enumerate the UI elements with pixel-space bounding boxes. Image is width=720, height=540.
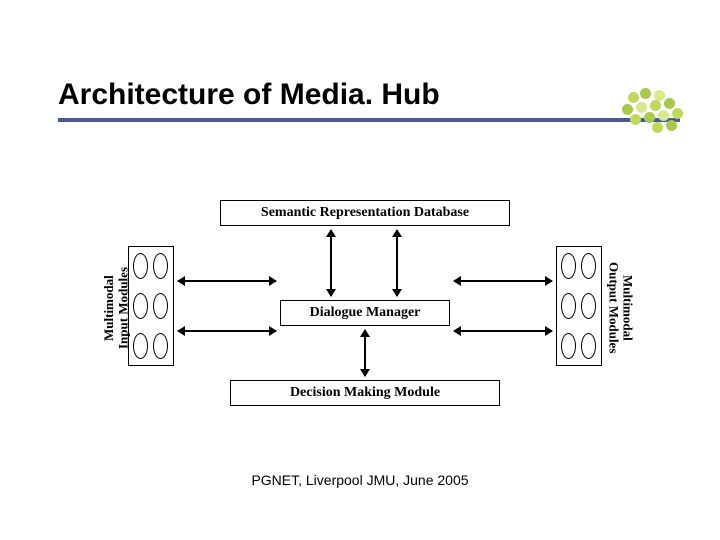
arrow-input-dm-bot <box>178 330 276 332</box>
dot-icon <box>652 122 663 133</box>
dot-icon <box>672 108 683 119</box>
page-title: Architecture of Media. Hub <box>58 78 680 112</box>
dot-icon <box>636 102 647 113</box>
arrow-srd-dm-right <box>396 230 398 296</box>
arrow-output-dm-bot <box>454 330 552 332</box>
dot-icon <box>622 104 633 115</box>
module-icon <box>153 333 168 359</box>
node-dialogue-manager: Dialogue Manager <box>280 300 450 326</box>
dot-icon <box>628 92 639 103</box>
node-input-modules-box <box>128 246 174 366</box>
dot-icon <box>666 120 677 131</box>
dot-icon <box>640 88 651 99</box>
module-icon <box>581 333 596 359</box>
module-icon <box>561 293 576 319</box>
module-icon <box>153 293 168 319</box>
node-semantic-db: Semantic Representation Database <box>220 200 510 226</box>
module-icon <box>581 293 596 319</box>
dot-icon <box>644 112 655 123</box>
title-underline <box>58 118 680 122</box>
module-icon <box>561 253 576 279</box>
arrow-srd-dm-left <box>330 230 332 296</box>
dot-icon <box>658 110 669 121</box>
decorative-dots <box>620 88 686 136</box>
dot-icon <box>650 100 661 111</box>
module-icon <box>133 293 148 319</box>
dot-icon <box>630 114 641 125</box>
module-icon <box>561 333 576 359</box>
footer-text: PGNET, Liverpool JMU, June 2005 <box>0 472 720 488</box>
module-icon <box>133 253 148 279</box>
title-area: Architecture of Media. Hub <box>58 78 680 122</box>
arrow-dm-dmm <box>364 330 366 376</box>
module-icon <box>133 333 148 359</box>
arrow-output-dm-top <box>454 280 552 282</box>
label-output-modules: Multimodal Output Modules <box>606 260 635 356</box>
dot-icon <box>664 98 675 109</box>
label-input-modules: Multimodal Input Modules <box>102 260 131 356</box>
node-output-modules-box <box>556 246 602 366</box>
module-icon <box>153 253 168 279</box>
module-icon <box>581 253 596 279</box>
node-decision-module: Decision Making Module <box>230 380 500 406</box>
arrow-input-dm-top <box>178 280 276 282</box>
architecture-diagram: Semantic Representation Database Dialogu… <box>100 200 620 420</box>
